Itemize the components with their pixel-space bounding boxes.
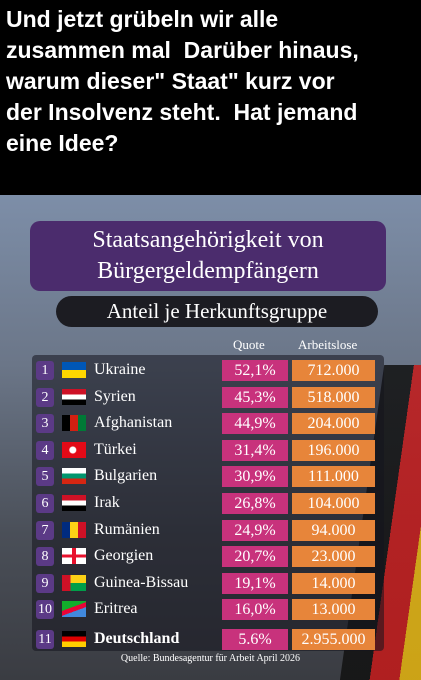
unemployed: 111.000 [292, 466, 375, 488]
flag-icon [62, 495, 86, 511]
flag-icon [62, 548, 86, 565]
table-row: 7 Rumänien 24,9% 94.000 [0, 518, 421, 542]
unemployed: 14.000 [292, 572, 375, 594]
country: Irak [94, 494, 120, 511]
table-row: 10 Eritrea 16,0% 13.000 [0, 597, 421, 621]
flag-icon [62, 631, 86, 647]
source: Quelle: Bundesagentur für Arbeit April 2… [120, 653, 301, 664]
caption-line: zusammen mal Darüber hinaus, [6, 37, 359, 63]
table-row: 1 Ukraine 52,1% 712.000 [0, 358, 421, 382]
country: Syrien [94, 387, 136, 405]
flag-icon [62, 468, 86, 485]
country: Rumänien [94, 520, 160, 538]
flag-icon [62, 521, 86, 538]
country: Bulgarien [94, 467, 158, 485]
rank: 9 [36, 573, 54, 593]
unemployed: 23.000 [292, 546, 375, 568]
quote: 30,9% [222, 466, 288, 488]
table-row: 6 Irak 26,8% 104.000 [0, 491, 421, 515]
table-row: 9 Guinea-Bissau 19,1% 14.000 [0, 571, 421, 595]
quote: 24,9% [222, 519, 288, 541]
quote: 5.6% [222, 629, 288, 650]
quote: 19,1% [222, 572, 288, 594]
country: Türkei [94, 440, 137, 458]
quote: 31,4% [222, 439, 288, 461]
table-row: 4 Türkei 31,4% 196.000 [0, 438, 421, 462]
quote: 16,0% [222, 599, 288, 621]
post-caption: Und jetzt grübeln wir alle zusammen mal D… [0, 0, 421, 195]
flag-icon [62, 601, 86, 618]
unemployed: 2.955.000 [292, 629, 375, 650]
table-row: 3 Afghanistan 44,9% 204.000 [0, 411, 421, 435]
rank: 1 [36, 361, 54, 380]
rank: 4 [36, 440, 54, 460]
subtitle: Anteil je Herkunftsgruppe [56, 296, 378, 327]
country: Ukraine [94, 361, 146, 378]
quote: 26,8% [222, 493, 288, 514]
caption-line: eine Idee? [6, 130, 119, 156]
table-row: 2 Syrien 45,3% 518.000 [0, 385, 421, 409]
title-line: Bürgergeldempfängern [97, 258, 319, 284]
quote: 20,7% [222, 546, 288, 568]
country: Eritrea [94, 600, 138, 618]
unemployed: 712.000 [292, 360, 375, 381]
unemployed: 204.000 [292, 413, 375, 435]
country: Guinea-Bissau [94, 573, 189, 591]
caption-line: Und jetzt grübeln wir alle [6, 6, 279, 32]
column-header: Arbeitslose [298, 337, 358, 352]
country: Deutschland [94, 630, 180, 647]
table-row: 5 Bulgarien 30,9% 111.000 [0, 464, 421, 488]
unemployed: 94.000 [292, 519, 375, 541]
rank: 11 [36, 630, 54, 649]
rank: 5 [36, 467, 54, 487]
unemployed: 13.000 [292, 599, 375, 621]
flag-icon [62, 574, 86, 591]
caption-line: der Insolvenz steht. Hat jemand [6, 99, 358, 125]
title-line: Staatsangehörigkeit von [92, 227, 324, 253]
unemployed: 104.000 [292, 493, 375, 514]
rank: 8 [36, 547, 54, 567]
flag-icon [62, 388, 86, 405]
quote: 44,9% [222, 413, 288, 435]
caption-line: warum dieser" Staat" kurz vor [6, 68, 335, 94]
rank: 2 [36, 387, 54, 407]
rank: 10 [36, 600, 54, 620]
rank: 3 [36, 414, 54, 434]
rank: 7 [36, 520, 54, 540]
country: Georgien [94, 547, 154, 565]
table-row: 8 Georgien 20,7% 23.000 [0, 544, 421, 568]
country: Afghanistan [94, 414, 173, 432]
quote: 52,1% [222, 360, 288, 381]
infographic-title: Staatsangehörigkeit von Bürgergeldempfän… [30, 221, 386, 291]
quote: 45,3% [222, 386, 288, 408]
unemployed: 196.000 [292, 439, 375, 461]
flag-icon [62, 362, 86, 378]
flag-icon [62, 441, 86, 458]
column-header: Quote [233, 337, 265, 352]
unemployed: 518.000 [292, 386, 375, 408]
infographic: Staatsangehörigkeit von Bürgergeldempfän… [0, 195, 421, 680]
table-row: 11 Deutschland 5.6% 2.955.000 [0, 627, 421, 651]
flag-icon [62, 415, 86, 432]
rank: 6 [36, 494, 54, 513]
